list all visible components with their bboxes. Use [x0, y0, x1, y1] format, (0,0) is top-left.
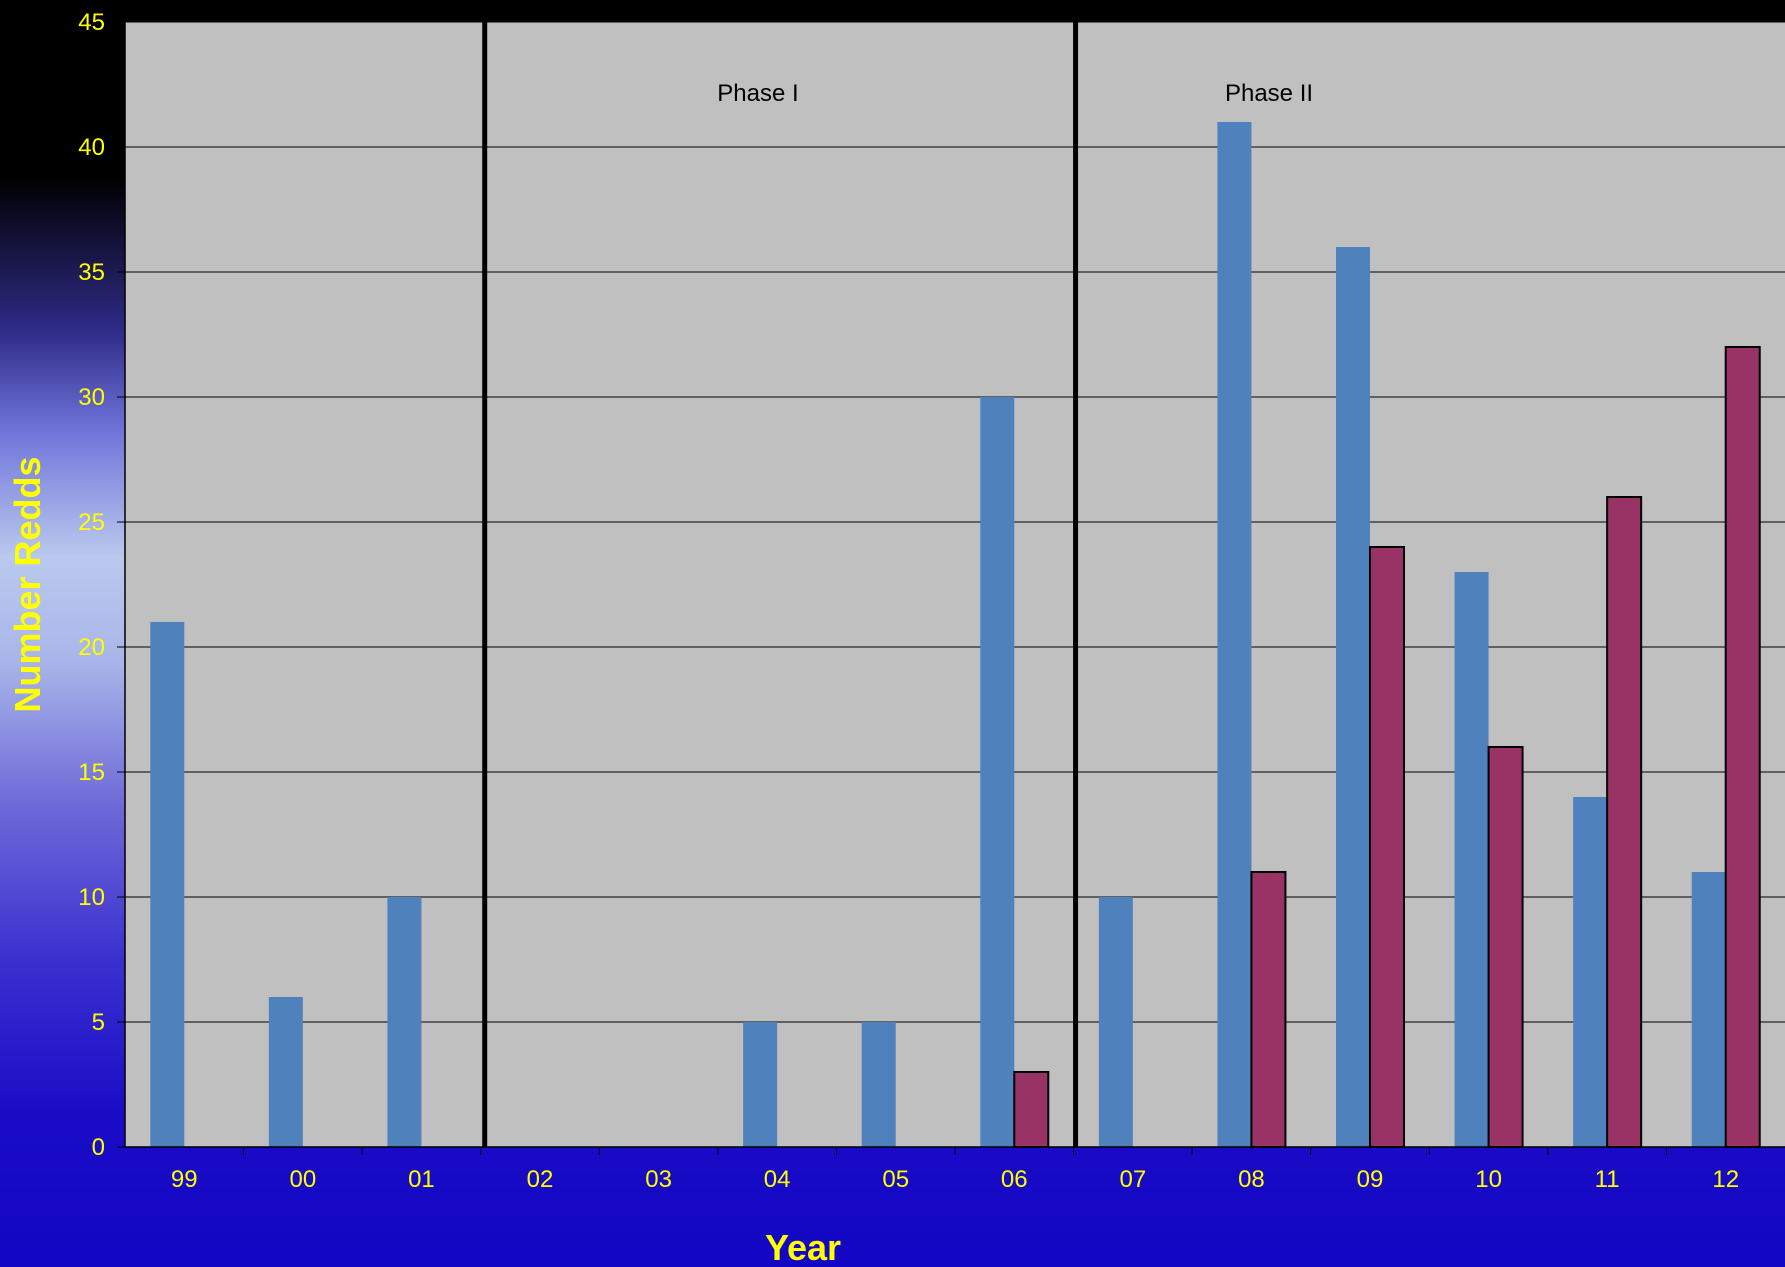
x-tick-label: 07 — [1120, 1166, 1147, 1193]
x-tick-label: 99 — [171, 1166, 198, 1193]
y-tick-label: 30 — [78, 384, 105, 411]
x-tick-label: 05 — [882, 1166, 909, 1193]
bar-series-1 — [1573, 797, 1608, 1147]
bar-series-1 — [980, 397, 1015, 1147]
x-tick-label: 03 — [645, 1166, 672, 1193]
y-tick-label: 20 — [78, 634, 105, 661]
bars — [150, 122, 1761, 1148]
y-tick-label: 25 — [78, 509, 105, 536]
y-tick-label: 35 — [78, 259, 105, 286]
axes — [117, 21, 1785, 1155]
bar-series-1 — [861, 1022, 896, 1147]
y-tick-label: 5 — [92, 1009, 105, 1036]
bar-series-2 — [1606, 496, 1643, 1148]
x-tick-label: 09 — [1357, 1166, 1384, 1193]
x-tick-label: 02 — [527, 1166, 554, 1193]
x-tick-label: 10 — [1475, 1166, 1502, 1193]
bar-series-2 — [1369, 546, 1405, 1148]
y-tick-label: 40 — [78, 134, 105, 161]
x-axis-title: Year — [765, 1227, 841, 1267]
y-tick-label: 0 — [92, 1134, 105, 1161]
bar-series-2 — [1013, 1071, 1050, 1148]
x-tick-label: 06 — [1001, 1166, 1028, 1193]
x-tick-label: 04 — [764, 1166, 791, 1193]
bar-series-1 — [268, 997, 303, 1147]
plot-area — [125, 22, 1785, 1147]
bar-series-1 — [1454, 572, 1489, 1147]
y-tick-labels: 0 5 10 15 20 25 30 35 40 45 — [78, 9, 105, 1161]
bar-series-1 — [150, 622, 185, 1147]
bar-series-2 — [1487, 746, 1524, 1148]
x-tick-label: 01 — [408, 1166, 435, 1193]
y-tick-label: 45 — [78, 9, 105, 36]
y-axis-title: Number Redds — [7, 456, 48, 712]
x-tick-label: 11 — [1595, 1166, 1620, 1193]
y-tick-label: 10 — [78, 884, 105, 911]
phase-ii-label: Phase II — [1225, 80, 1313, 107]
x-tick-label: 08 — [1238, 1166, 1265, 1193]
bar-series-1 — [387, 897, 422, 1147]
bar-series-2 — [1724, 346, 1761, 1148]
phase-dividers — [482, 22, 1079, 1147]
bar-series-1 — [1217, 122, 1252, 1147]
x-tick-labels: 99 00 01 02 03 04 05 06 07 08 09 10 11 12 — [171, 1166, 1739, 1193]
x-tick-label: 12 — [1712, 1166, 1739, 1193]
bar-series-1 — [1336, 247, 1370, 1147]
phase-i-label: Phase I — [717, 80, 798, 107]
x-tick-label: 00 — [290, 1166, 317, 1193]
bar-series-1 — [1691, 872, 1726, 1147]
bar-series-1 — [743, 1022, 778, 1147]
bar-series-2 — [1250, 871, 1287, 1148]
bar-series-1 — [1098, 897, 1133, 1147]
y-tick-label: 15 — [78, 759, 105, 786]
